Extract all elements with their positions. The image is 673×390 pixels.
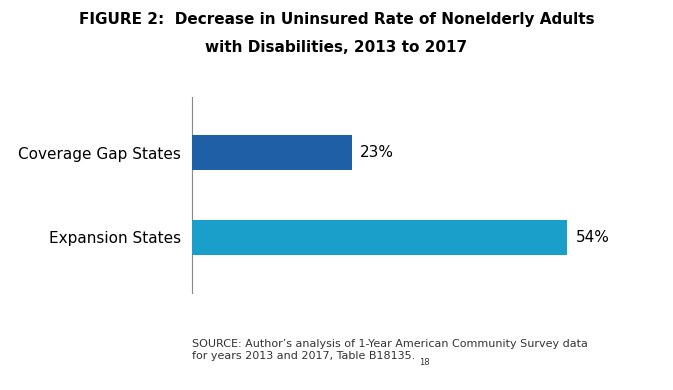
Text: 18: 18 — [419, 358, 430, 367]
Text: 54%: 54% — [575, 230, 610, 245]
Text: FIGURE 2:  Decrease in Uninsured Rate of Nonelderly Adults: FIGURE 2: Decrease in Uninsured Rate of … — [79, 12, 594, 27]
Bar — [192, 220, 567, 255]
Bar — [192, 135, 352, 170]
Text: with Disabilities, 2013 to 2017: with Disabilities, 2013 to 2017 — [205, 40, 468, 55]
Text: SOURCE: Author’s analysis of 1-Year American Community Survey data
for years 201: SOURCE: Author’s analysis of 1-Year Amer… — [192, 339, 588, 361]
Text: 23%: 23% — [360, 145, 394, 160]
